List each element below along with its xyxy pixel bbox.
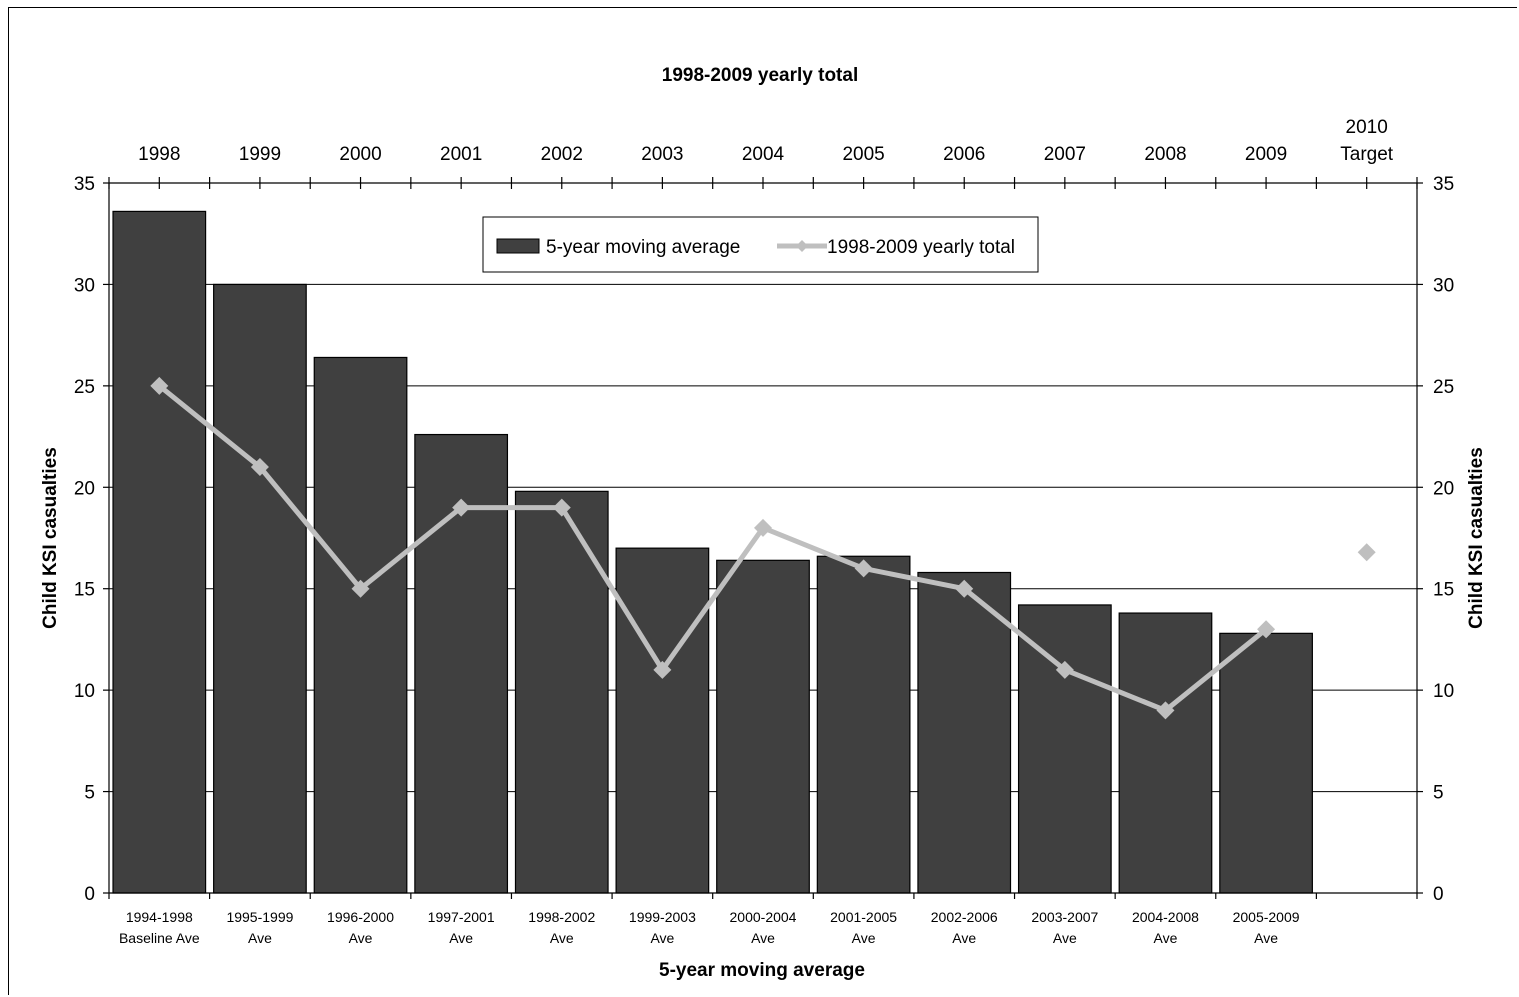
y-tick-label-left: 10 [74, 681, 95, 702]
data-point-marker [653, 660, 672, 679]
x-top-category-label: 1999 [239, 144, 281, 165]
y-tick-label-left: 5 [84, 783, 95, 804]
x-category-label: 2001-2005 [830, 909, 897, 925]
x-top-category-label: 2009 [1245, 144, 1287, 165]
bar-series [112, 210, 1313, 894]
x-top-category-label: 1998 [138, 144, 180, 165]
chart-title: 1998-2009 yearly total [662, 65, 858, 86]
x-category-label: Ave [449, 930, 473, 946]
x-category-label: 2000-2004 [730, 909, 797, 925]
y-tick-label-right: 25 [1433, 377, 1454, 398]
bar [716, 559, 810, 894]
y-tick-label-right: 10 [1433, 681, 1454, 702]
x-category-label: Ave [650, 930, 674, 946]
x-category-label: 1994-1998 [126, 909, 193, 925]
x-category-label: Ave [852, 930, 876, 946]
x-category-label: Ave [349, 930, 373, 946]
y-tick-label-right: 35 [1433, 174, 1454, 195]
x-top-category-label: 2003 [641, 144, 683, 165]
y-tick-label-left: 30 [74, 275, 95, 296]
x-top-category-label: 2005 [842, 144, 884, 165]
bar [1118, 612, 1213, 894]
y-tick-label-left: 35 [74, 174, 95, 195]
y-axis-title-right: Child KSI casualties [1466, 447, 1487, 629]
x-top-category-label: 2007 [1044, 144, 1086, 165]
y-tick-label-right: 0 [1433, 884, 1444, 905]
bar [615, 547, 710, 894]
x-category-label: Ave [1254, 930, 1278, 946]
y-tick-label-left: 15 [74, 580, 95, 601]
y-axis-title-left: Child KSI casualties [40, 447, 61, 629]
x-top-category-label: 2002 [541, 144, 583, 165]
data-point-marker [754, 518, 772, 537]
x-category-label: Ave [1154, 930, 1178, 946]
data-point-marker [1257, 620, 1276, 639]
legend-marker-diamond [796, 240, 808, 252]
data-point-marker [452, 498, 471, 517]
x-category-label: 1998-2002 [528, 909, 595, 925]
x-top-category-label: 2000 [339, 144, 381, 165]
x-axis-title: 5-year moving average [659, 960, 865, 981]
y-tick-label-right: 20 [1433, 478, 1454, 499]
line-series [150, 376, 1376, 720]
legend-label-bar: 5-year moving average [546, 237, 740, 258]
legend: 5-year moving average 1998-2009 yearly t… [482, 216, 1039, 273]
x-category-label: Ave [248, 930, 272, 946]
bar [816, 555, 911, 894]
x-category-label: 2005-2009 [1233, 909, 1300, 925]
data-point-marker [250, 458, 269, 476]
y-tick-label-left: 20 [74, 478, 95, 499]
x-category-label: 1996-2000 [327, 909, 394, 925]
x-category-label: 1995-1999 [226, 909, 293, 925]
bar [1219, 632, 1313, 894]
data-point-marker [1156, 701, 1175, 720]
x-category-label: 1999-2003 [629, 909, 696, 925]
bar [112, 210, 207, 894]
x-top-category-label: 2006 [943, 144, 985, 165]
x-top-category-label: 2004 [742, 144, 785, 165]
y-tick-label-right: 15 [1433, 580, 1454, 601]
target-point-marker [1357, 543, 1376, 562]
bar [514, 490, 609, 894]
y-tick-label-right: 5 [1433, 783, 1444, 804]
data-point-marker [351, 579, 370, 598]
data-point-marker [955, 579, 974, 598]
data-point-marker [552, 498, 571, 517]
x-top-category-label: 2001 [440, 144, 482, 165]
x-category-label: 2002-2006 [931, 909, 998, 925]
x-top-category-label: 2008 [1144, 144, 1186, 165]
bar [313, 356, 408, 894]
x-top-category-label: Target [1340, 144, 1394, 165]
x-category-label: 2003-2007 [1031, 909, 1098, 925]
bar [213, 283, 307, 894]
data-point-marker [854, 559, 873, 578]
x-top-category-label: 2010 [1346, 117, 1388, 138]
x-category-label: Ave [1053, 930, 1077, 946]
x-category-label: Ave [751, 930, 775, 946]
y-tick-label-left: 25 [74, 377, 95, 398]
legend-label-line: 1998-2009 yearly total [827, 237, 1015, 258]
y-tick-label-right: 30 [1433, 275, 1454, 296]
chart-frame [8, 7, 1517, 995]
bar [917, 571, 1012, 894]
axis-labels: 0 0 5 5 10 10 15 15 20 20 25 25 30 30 35 35 1994-1998 Bas… [74, 117, 1454, 946]
y-tick-label-left: 0 [84, 884, 95, 905]
bar [1017, 604, 1112, 894]
x-category-label: 2004-2008 [1132, 909, 1199, 925]
legend-swatch-bar [496, 238, 540, 254]
x-category-label: Baseline Ave [119, 930, 200, 946]
data-point-marker [150, 376, 169, 395]
data-point-marker [1055, 660, 1074, 679]
axes [103, 177, 1423, 899]
series-line [157, 383, 1268, 713]
x-category-label: 1997-2001 [428, 909, 495, 925]
x-category-label: Ave [952, 930, 976, 946]
x-category-label: Ave [550, 930, 574, 946]
